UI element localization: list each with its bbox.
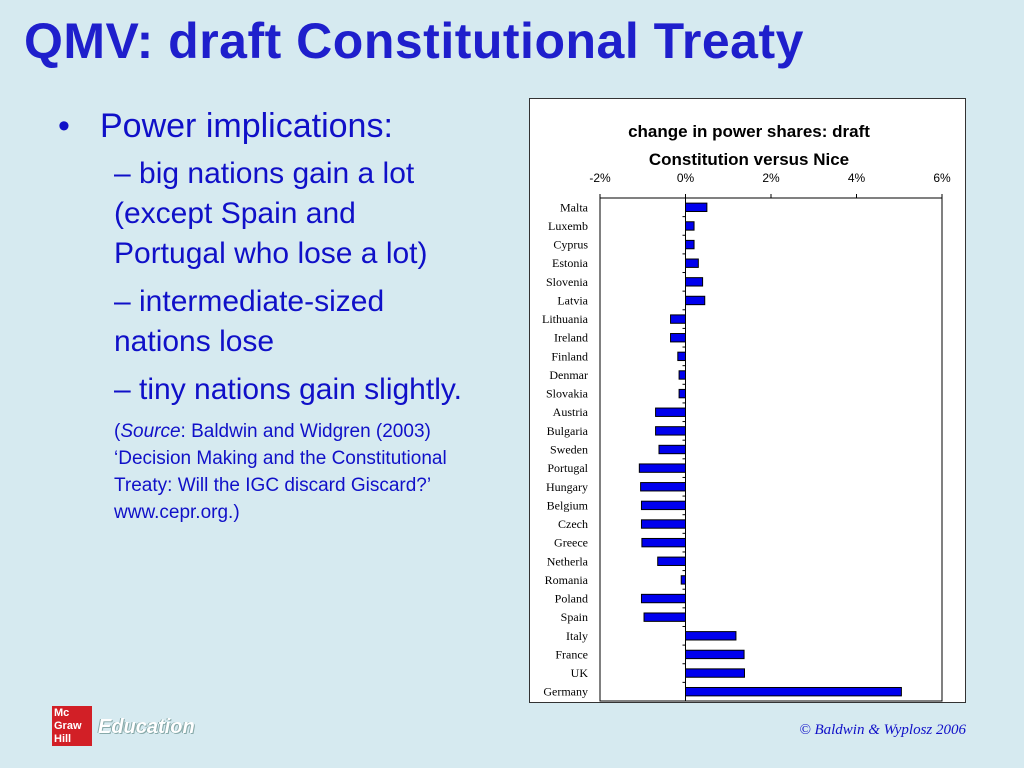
bar-cyprus [685,239,695,250]
bar-luxemb [685,221,695,231]
bar-belgium [640,500,686,511]
bar-spain [643,612,686,622]
category-label: Estonia [552,256,589,270]
bar-sweden [658,444,686,455]
chart-svg: change in power shares: draft Constituti… [542,122,951,702]
x-tick-label: 4% [848,171,866,185]
category-label: Denmar [549,368,588,382]
power-shares-chart: change in power shares: draft Constituti… [529,98,966,703]
bar-ireland [670,333,687,343]
slide-title: QMV: draft Constitutional Treaty [24,13,804,69]
x-tick-label: -2% [589,171,611,185]
category-label: Bulgaria [547,424,589,438]
bar-france [685,649,745,660]
x-tick-label: 6% [933,171,951,185]
bar-austria [655,407,686,417]
category-label: Germany [543,685,588,699]
bar-denmar [678,370,686,380]
category-label: Finland [551,349,588,363]
logo-box: Mc Graw Hill [52,706,92,746]
source-text: : Baldwin and Widgren (2003) ‘Decision M… [114,421,447,523]
bar-portugal [638,463,686,473]
source-citation: (Source: Baldwin and Widgren (2003) ‘Dec… [114,418,474,526]
category-label: Malta [560,200,589,214]
bar-latvia [685,295,706,306]
category-label: Slovakia [546,387,589,401]
bar-uk [685,668,745,678]
bar-greece [641,537,686,548]
category-label: Hungary [546,480,588,494]
plot-frame [599,197,943,702]
subpoint-intermediate-nations: – intermediate-sized nations lose [114,285,385,358]
category-label: Luxemb [548,219,588,233]
category-label: Latvia [557,293,588,307]
bar-estonia [685,258,699,268]
category-label: UK [571,666,589,680]
bar-germany [685,686,902,697]
chart-title-line-1: change in power shares: draft [628,122,870,141]
bar-italy [685,631,737,641]
bar-czech [640,519,686,529]
category-label: Romania [545,573,589,587]
category-label: Greece [554,536,588,550]
category-label: Spain [561,610,588,624]
category-label: Czech [558,517,588,531]
bullet-content: • Power implications: – big nations gain… [58,104,478,526]
subpoint-tiny-nations: – tiny nations gain slightly. [114,373,462,406]
logo-education-text: Education [98,716,195,738]
main-bullet-text: Power implications: [100,107,393,145]
bar-hungary [640,482,687,492]
category-label: Lithuania [542,312,589,326]
chart-title-line-2: Constitution versus Nice [649,150,849,169]
mcgraw-hill-logo: Mc Graw Hill Education [52,706,195,746]
source-label: Source [120,421,181,442]
category-label: Austria [553,405,589,419]
category-label: Ireland [554,331,588,345]
category-label: Poland [555,592,588,606]
bar-netherla [657,556,687,566]
bar-malta [685,202,708,213]
bar-romania [680,575,687,585]
bar-bulgaria [655,426,686,436]
bar-poland [640,593,686,604]
category-label: Portugal [547,461,588,475]
subpoint-big-nations: – big nations gain a lot (except Spain a… [114,157,428,270]
bar-slovenia [685,277,704,287]
chart-marks: -2% 0% 2% 4% 6% Malta Luxemb Cyprus Estonia Slove… [542,171,951,702]
category-label: Slovenia [546,275,589,289]
category-label: Belgium [547,498,589,512]
main-bullet: • Power implications: [58,104,478,148]
copyright-notice: © Baldwin & Wyplosz 2006 [799,722,966,738]
source-open-paren: ( [114,421,121,442]
category-label: Netherla [547,554,589,568]
bullet-dot-icon: • [58,107,70,145]
logo-line-1: Mc [54,707,70,719]
category-label: Italy [566,629,588,643]
category-label: Sweden [550,443,588,457]
bar-finland [677,351,686,362]
category-label: Cyprus [553,238,588,252]
category-label: France [555,647,588,661]
bar-slovakia [678,388,686,399]
x-tick-label: 2% [762,171,780,185]
x-tick-label: 0% [677,171,695,185]
logo-line-2: Graw [54,720,82,732]
bar-lithuania [670,314,687,324]
logo-line-3: Hill [54,733,72,745]
